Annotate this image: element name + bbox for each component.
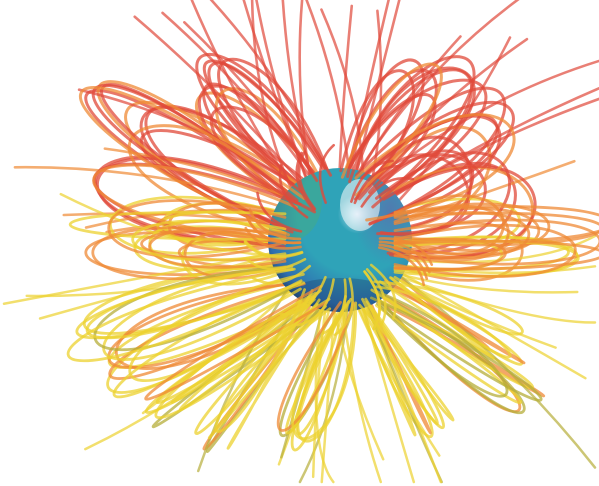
field-line: [353, 164, 402, 205]
field-line: [296, 278, 335, 327]
field-line: [291, 300, 358, 441]
field-line: [246, 216, 302, 245]
field-line: [358, 295, 416, 484]
field-line: [395, 234, 597, 264]
field-line: [361, 297, 439, 426]
field-line: [393, 202, 551, 252]
field-line: [207, 298, 327, 440]
field-line: [107, 199, 287, 259]
field-line: [374, 276, 512, 359]
field-line: [360, 176, 415, 208]
field-line: [373, 275, 524, 336]
field-line: [133, 15, 309, 192]
field-line: [393, 223, 577, 278]
field-line: [144, 284, 328, 401]
field-line: [373, 289, 509, 398]
field-line: [377, 246, 426, 287]
field-line: [355, 86, 507, 226]
field-line: [256, 191, 303, 233]
field-line: [195, 53, 333, 194]
field-line: [276, 300, 355, 432]
field-line: [360, 113, 499, 225]
field-line: [363, 270, 381, 331]
field-line: [295, 151, 316, 212]
field-lines-front: [66, 53, 599, 450]
field-line: [295, 303, 349, 436]
field-line: [278, 164, 309, 219]
field-line: [84, 230, 287, 276]
field-line: [243, 240, 304, 259]
field-line: [178, 286, 327, 411]
field-line: [393, 218, 599, 266]
field-line: [248, 208, 302, 241]
field-line: [214, 288, 319, 433]
field-line: [190, 0, 301, 198]
field-line: [348, 55, 476, 209]
field-line: [353, 35, 462, 184]
field-line: [393, 239, 599, 271]
field-line: [244, 226, 302, 250]
field-line: [92, 163, 298, 244]
field-line: [382, 165, 537, 260]
field-line: [251, 264, 312, 285]
field-line: [285, 294, 347, 435]
field-line: [209, 105, 319, 214]
field-line: [131, 219, 287, 262]
field-line: [378, 240, 431, 274]
field-line: [85, 267, 302, 340]
field-line: [245, 257, 307, 271]
field-line: [297, 150, 317, 211]
field-line: [389, 270, 579, 294]
field-line: [369, 263, 397, 320]
field-line: [108, 282, 309, 380]
field-line: [128, 272, 316, 382]
field-line: [369, 296, 543, 402]
field-line: [296, 297, 356, 443]
field-line: [99, 83, 299, 231]
field-line: [298, 0, 314, 189]
field-line: [365, 268, 387, 327]
field-line: [340, 62, 443, 197]
field-line: [194, 295, 316, 435]
field-line: [66, 267, 303, 363]
field-line: [202, 59, 336, 190]
field-line: [358, 297, 455, 422]
field-line: [91, 226, 287, 281]
field-line: [370, 288, 523, 405]
field-line: [393, 204, 510, 262]
field-line: [337, 4, 354, 182]
field-line: [279, 275, 327, 316]
field-line: [378, 237, 434, 266]
field-line: [354, 113, 516, 222]
field-line: [314, 295, 335, 484]
field-line: [78, 86, 306, 237]
field-line: [331, 298, 385, 461]
field-line: [13, 165, 290, 211]
field-line: [378, 243, 429, 281]
field-line: [321, 278, 347, 335]
field-line: [383, 278, 526, 365]
field-line: [154, 291, 332, 419]
field-line: [318, 143, 336, 204]
field-line: [333, 277, 354, 337]
field-line: [69, 210, 287, 241]
field-line: [350, 159, 394, 203]
field-line: [393, 211, 531, 259]
field-line: [352, 297, 441, 457]
